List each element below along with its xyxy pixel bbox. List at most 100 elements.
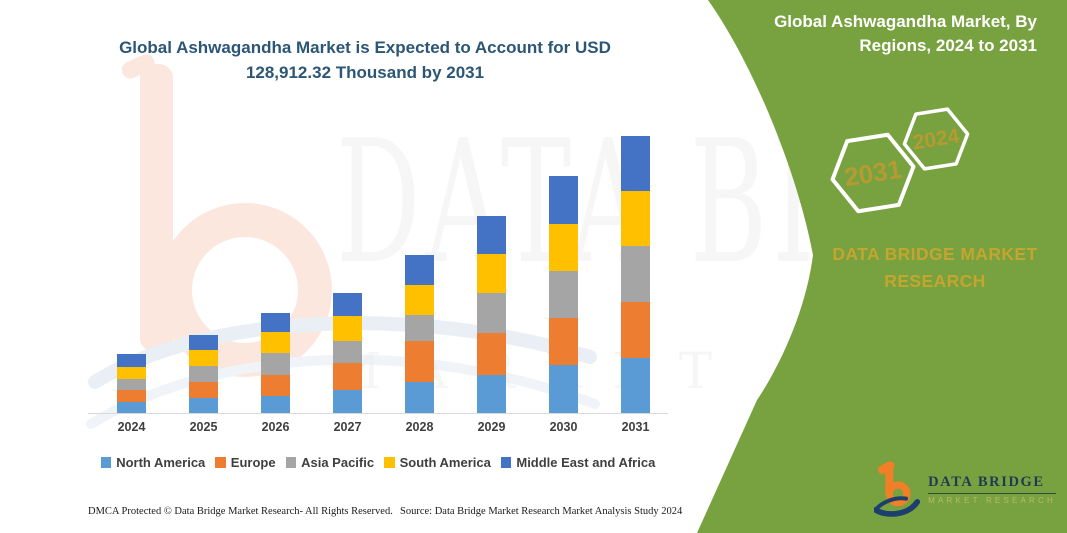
bar-segment-2026-north-america [261, 396, 290, 413]
bar-segment-2025-asia-pacific [189, 366, 218, 383]
legend-swatch-icon [384, 457, 395, 468]
legend-item-asia-pacific: Asia Pacific [285, 455, 375, 470]
legend-swatch-icon [500, 457, 512, 468]
bar-segment-2024-middle-east-and-africa [117, 354, 146, 368]
logo-swoosh-upper [874, 496, 909, 512]
brand-text-line2: RESEARCH [884, 271, 986, 291]
logo-b-hook [877, 461, 895, 475]
bar-segment-2024-north-america [117, 402, 146, 413]
stacked-bar-plot-area [88, 120, 668, 414]
bar-segment-2030-south-america [549, 224, 578, 272]
legend-item-north-america: North America [100, 455, 206, 470]
bar-2029 [477, 216, 506, 413]
legend-item-middle-east-and-africa: Middle East and Africa [500, 455, 656, 470]
bar-segment-2029-middle-east-and-africa [477, 216, 506, 255]
ghost-swoosh-2-icon [86, 354, 600, 429]
bar-2030 [549, 176, 578, 413]
ghost-logo-ring [158, 203, 332, 377]
x-axis-label-2031: 2031 [621, 420, 650, 434]
legend-label: Asia Pacific [301, 455, 375, 470]
bar-segment-2025-europe [189, 382, 218, 399]
chart-title: Global Ashwagandha Market is Expected to… [119, 38, 611, 82]
logo-text-block: DATA BRIDGE MARKET RESEARCH [928, 474, 1056, 505]
data-bridge-logo-icon [874, 461, 921, 517]
chart-block: 2024 2025 2026 2027 2028 2029 2030 2031 [88, 120, 668, 440]
hexagon-2031-outline [830, 132, 916, 214]
x-axis-label-2028: 2028 [405, 420, 434, 434]
brand-text: DATA BRIDGE MARKET RESEARCH [790, 241, 1067, 295]
bar-segment-2027-middle-east-and-africa [333, 293, 362, 317]
bar-segment-2028-middle-east-and-africa [405, 255, 434, 286]
bar-segment-2024-europe [117, 390, 146, 402]
legend-item-europe: Europe [215, 455, 276, 470]
x-axis-label-2030: 2030 [549, 420, 578, 434]
side-panel-title: Global Ashwagandha Market, By Regions, 2… [774, 12, 1037, 55]
x-axis-label-2029: 2029 [477, 420, 506, 434]
legend-item-south-america: South America [384, 455, 491, 470]
legend-label: Middle East and Africa [516, 455, 656, 470]
bar-2024 [117, 354, 146, 413]
bar-segment-2025-middle-east-and-africa [189, 335, 218, 351]
hexagon-2031-label: 2031 [842, 154, 904, 193]
logo-name: DATA BRIDGE [928, 474, 1056, 494]
logo-subtitle: MARKET RESEARCH [928, 495, 1056, 505]
bar-2027 [333, 293, 362, 413]
bar-2025 [189, 335, 218, 413]
bar-segment-2029-europe [477, 333, 506, 375]
bar-2031 [621, 136, 650, 413]
x-axis-labels: 2024 2025 2026 2027 2028 2029 2030 2031 [88, 420, 668, 440]
legend-swatch-icon [215, 457, 226, 468]
bar-segment-2028-asia-pacific [405, 315, 434, 342]
logo-swoosh [874, 499, 921, 517]
bar-segment-2026-middle-east-and-africa [261, 313, 290, 333]
ghost-logo-hook [121, 54, 155, 79]
bar-segment-2031-europe [621, 302, 650, 358]
legend-swatch-icon [285, 457, 297, 468]
bar-segment-2024-asia-pacific [117, 379, 146, 391]
bar-segment-2025-north-america [189, 398, 218, 413]
bar-segment-2031-north-america [621, 358, 650, 413]
x-axis-label-2027: 2027 [333, 420, 362, 434]
hexagon-badges: 2031 2024 [830, 107, 970, 214]
bar-segment-2029-north-america [477, 375, 506, 413]
brand-text-line1: DATA BRIDGE MARKET [832, 244, 1038, 264]
hexagon-2024-label: 2024 [911, 124, 961, 154]
bar-segment-2027-asia-pacific [333, 341, 362, 364]
bar-segment-2028-europe [405, 341, 434, 382]
bar-segment-2030-asia-pacific [549, 271, 578, 319]
bar-segment-2029-asia-pacific [477, 293, 506, 333]
bar-segment-2026-asia-pacific [261, 353, 290, 376]
bar-segment-2031-middle-east-and-africa [621, 136, 650, 192]
bar-segment-2026-south-america [261, 332, 290, 354]
legend-label: South America [399, 455, 491, 470]
bar-segment-2030-europe [549, 318, 578, 365]
bar-segment-2031-asia-pacific [621, 246, 650, 303]
bar-segment-2025-south-america [189, 350, 218, 367]
green-panel-path [697, 0, 1067, 533]
bar-segment-2027-north-america [333, 390, 362, 413]
bar-segment-2024-south-america [117, 367, 146, 380]
bar-2028 [405, 255, 434, 413]
logo-b-bowl [885, 481, 911, 507]
bar-segment-2026-europe [261, 375, 290, 397]
x-axis-label-2026: 2026 [261, 420, 290, 434]
bar-segment-2027-europe [333, 363, 362, 391]
bar-segment-2030-north-america [549, 365, 578, 413]
legend-label: North America [116, 455, 206, 470]
legend-label: Europe [230, 455, 276, 470]
bar-segment-2029-south-america [477, 254, 506, 293]
bar-segment-2028-south-america [405, 285, 434, 316]
bar-2026 [261, 313, 290, 413]
data-bridge-logo: DATA BRIDGE MARKET RESEARCH [874, 458, 1056, 520]
x-axis-label-2025: 2025 [189, 420, 218, 434]
bar-segment-2031-south-america [621, 191, 650, 247]
hexagon-2024-outline [902, 107, 970, 171]
legend-swatch-icon [100, 457, 112, 468]
bar-segment-2030-middle-east-and-africa [549, 176, 578, 225]
footer-source: Source: Data Bridge Market Research Mark… [400, 506, 683, 517]
x-axis-label-2024: 2024 [117, 420, 146, 434]
bar-segment-2028-north-america [405, 382, 434, 413]
chart-legend: North America Europe Asia Pacific South Ame… [88, 455, 668, 470]
